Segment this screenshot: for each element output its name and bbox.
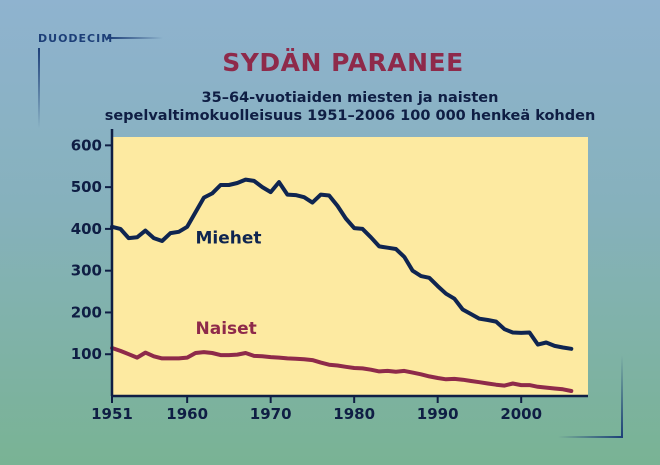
y-tick-label: 600 xyxy=(71,136,102,154)
y-tick-label: 300 xyxy=(71,262,102,280)
series-lines xyxy=(110,177,574,393)
series-line-naiset xyxy=(110,346,574,393)
x-tick-label: 1990 xyxy=(417,405,459,423)
chart-subtitle-line-2: sepelvaltimokuolleisuus 1951–2006 100 00… xyxy=(104,108,596,124)
x-tick-label: 1970 xyxy=(250,405,292,423)
series-label-naiset: Naiset xyxy=(196,319,257,339)
chart-title: SYDÄN PARANEE xyxy=(222,48,464,77)
x-tick-label: 1980 xyxy=(333,405,375,423)
y-tick-label: 200 xyxy=(71,303,102,321)
decorative-corner-line-bottom-right-horizontal xyxy=(558,436,623,438)
axis-ticks: 100 200 300 400 500 600 1951 1960 1970 1980 1990 20… xyxy=(71,136,542,423)
x-tick-label: 1960 xyxy=(166,405,208,423)
decorative-corner-line-top-left xyxy=(38,48,40,128)
x-tick-label: 1951 xyxy=(91,405,133,423)
decorative-corner-line-bottom-right-vertical xyxy=(621,355,623,438)
chart-subtitle: 35–64-vuotiaiden miesten ja naisten sepe… xyxy=(60,89,640,125)
series-labels: Miehet Naiset xyxy=(196,229,262,340)
brand-logo: DUODECIM xyxy=(38,32,114,45)
y-tick-label: 500 xyxy=(71,178,102,196)
series-label-miehet: Miehet xyxy=(196,229,262,249)
brand-underline xyxy=(108,37,163,39)
chart-subtitle-line-1: 35–64-vuotiaiden miesten ja naisten xyxy=(201,90,499,106)
axes xyxy=(110,129,588,398)
plot-area xyxy=(112,137,588,396)
series-line-miehet xyxy=(110,177,574,351)
y-tick-label: 400 xyxy=(71,220,102,238)
x-tick-label: 2000 xyxy=(500,405,542,423)
y-tick-label: 100 xyxy=(71,345,102,363)
